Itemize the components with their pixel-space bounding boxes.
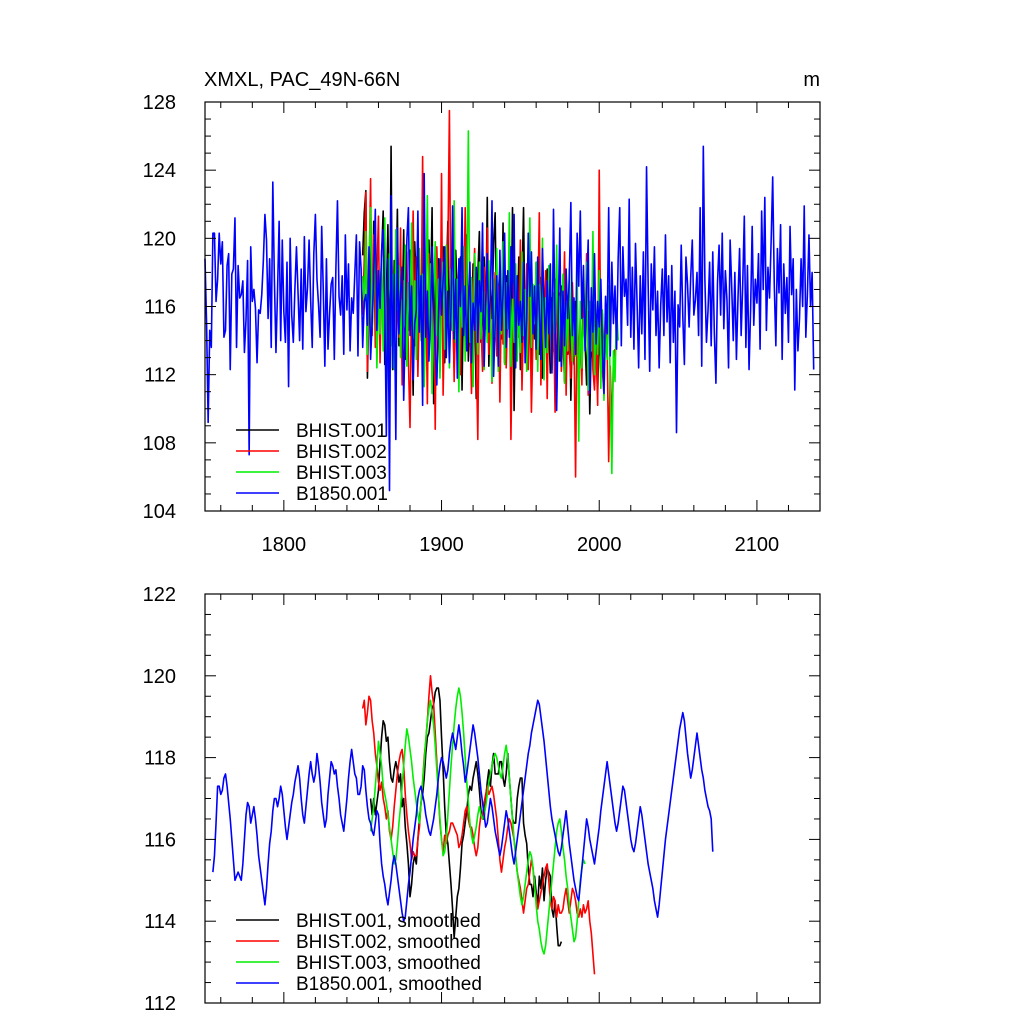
top-panel-title: XMXL, PAC_49N-66N [204,69,400,91]
y-tick-label: 120 [143,666,176,688]
series-line-1-0 [369,687,563,947]
y-tick-label: 118 [144,748,176,770]
top-panel-unit: m [803,69,820,91]
y-tick-label: 124 [143,160,176,182]
legend-label: BHIST.003 [296,463,387,484]
y-tick-label: 120 [143,228,176,250]
x-tick-label: 1900 [419,534,464,556]
x-tick-label: 1800 [262,534,307,556]
legend-label: BHIST.003, smoothed [296,953,481,974]
y-tick-label: 112 [144,993,176,1015]
y-tick-label: 112 [144,365,176,387]
x-tick-label: 2100 [735,534,780,556]
series-line-0-2 [361,130,619,475]
y-tick-label: 114 [144,911,176,933]
legend-label: BHIST.001, smoothed [296,911,481,932]
y-tick-label: 108 [143,433,176,455]
legend-label: BHIST.002 [296,442,387,463]
y-tick-label: 128 [143,92,176,114]
legend-label: BHIST.002, smoothed [296,932,481,953]
series-line-1-1 [361,674,596,975]
series-line-1-3 [212,699,714,923]
legend-label: B1850.001, smoothed [296,974,482,995]
y-tick-label: 116 [144,829,176,851]
series-line-0-3 [204,145,815,492]
legend-label: B1850.001 [296,484,388,505]
y-tick-label: 104 [143,501,176,523]
top-panel: XMXL, PAC_49N-66N m 1800 1900 2000 2100 104 1… [143,69,821,556]
x-tick-label: 2000 [577,534,622,556]
y-tick-label: 116 [144,297,176,319]
legend-label: BHIST.001 [296,421,387,442]
y-tick-label: 122 [143,584,176,606]
series-line-1-2 [369,687,586,955]
